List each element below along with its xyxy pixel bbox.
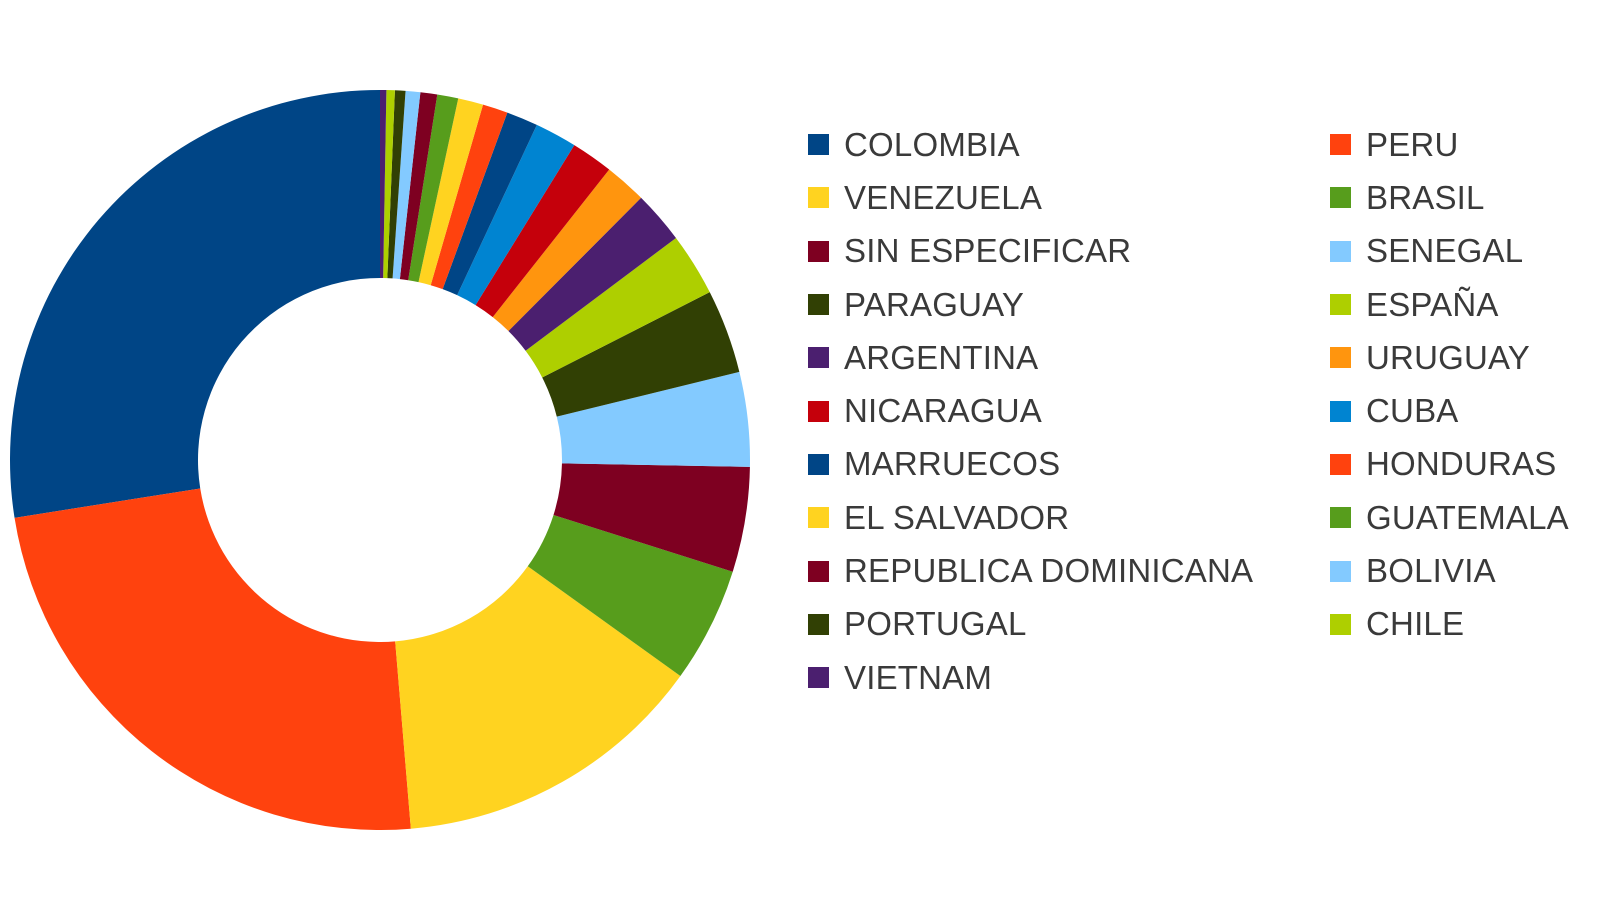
legend-item-cuba: CUBA: [1330, 384, 1596, 437]
legend-swatch: [1330, 187, 1351, 209]
legend-swatch: [808, 560, 829, 582]
legend-swatch: [808, 240, 829, 262]
donut-slices: [9, 90, 750, 830]
slice-vietnam: [380, 90, 387, 279]
legend-swatch: [808, 667, 829, 689]
chart-legend: COLOMBIA PERU VENEZUELA BRASIL SIN ESPECIFIC…: [808, 118, 1598, 704]
legend-swatch: [808, 613, 829, 635]
legend-label: VIETNAM: [844, 658, 993, 696]
slice-marruecos: [442, 112, 537, 296]
slice-bolivia: [392, 90, 421, 280]
legend-swatch: [808, 134, 829, 156]
legend-item-vietnam: VIETNAM: [808, 651, 1330, 704]
legend-swatch: [1330, 400, 1351, 422]
slice-guatemala: [408, 94, 459, 283]
legend-swatch: [808, 453, 829, 475]
legend-swatch: [808, 507, 829, 529]
legend-item-sin-especificar: SIN ESPECIFICAR: [808, 225, 1330, 278]
legend-label: CHILE: [1366, 605, 1465, 643]
legend-label: SENEGAL: [1366, 232, 1524, 270]
legend-label: PERU: [1366, 125, 1459, 163]
legend-label: NICARAGUA: [844, 392, 1042, 430]
legend-item-chile: CHILE: [1330, 598, 1596, 651]
slice-paraguay: [542, 292, 740, 417]
legend-swatch: [1330, 560, 1351, 582]
legend-label: PORTUGAL: [844, 605, 1027, 643]
slice-republica-dominicana: [399, 92, 438, 281]
slice-peru: [14, 488, 411, 830]
legend-label: PARAGUAY: [844, 285, 1025, 323]
legend-swatch: [808, 347, 829, 369]
legend-item-el-salvador: EL SALVADOR: [808, 491, 1330, 544]
slice-argentina: [508, 197, 676, 351]
legend-item-senegal: SENEGAL: [1330, 225, 1596, 278]
legend-item-venezuela: VENEZUELA: [808, 171, 1330, 224]
legend-label: ARGENTINA: [844, 338, 1039, 376]
legend-swatch: [1330, 507, 1351, 529]
slice-brasil: [527, 514, 733, 677]
legend-swatch: [1330, 347, 1351, 369]
slice-el-salvador: [418, 98, 484, 286]
slice-honduras: [430, 104, 508, 290]
slice-cuba: [457, 124, 575, 306]
legend-label: REPUBLICA DOMINICANA: [844, 552, 1254, 590]
legend-label: BOLIVIA: [1366, 552, 1496, 590]
slice-venezuela: [395, 566, 681, 829]
legend-item-nicaragua: NICARAGUA: [808, 384, 1330, 437]
legend-swatch: [1330, 294, 1351, 316]
legend-swatch: [1330, 453, 1351, 475]
slice-sin-especificar: [553, 463, 750, 572]
legend-swatch: [1330, 613, 1351, 635]
legend-item-portugal: PORTUGAL: [808, 598, 1330, 651]
legend-swatch: [1330, 240, 1351, 262]
legend-item-bolivia: BOLIVIA: [1330, 544, 1596, 597]
legend-swatch: [808, 400, 829, 422]
legend-item-colombia: COLOMBIA: [808, 118, 1330, 171]
slice-chile: [383, 90, 395, 279]
legend-label: VENEZUELA: [844, 178, 1043, 216]
legend-swatch: [808, 294, 829, 316]
slice-nicaragua: [475, 145, 610, 318]
legend-label: MARRUECOS: [844, 445, 1061, 483]
legend-label: BRASIL: [1366, 178, 1485, 216]
slice-senegal: [556, 371, 750, 467]
legend-item-guatemala: GUATEMALA: [1330, 491, 1596, 544]
legend-label: ESPAÑA: [1366, 285, 1499, 323]
legend-item-honduras: HONDURAS: [1330, 438, 1596, 491]
legend-label: HONDURAS: [1366, 445, 1557, 483]
slice-colombia: [9, 90, 381, 518]
legend-item-españa: ESPAÑA: [1330, 278, 1596, 331]
legend-label: URUGUAY: [1366, 338, 1530, 376]
slice-españa: [525, 237, 710, 378]
legend-item-marruecos: MARRUECOS: [808, 438, 1330, 491]
legend-label: SIN ESPECIFICAR: [844, 232, 1132, 270]
legend-label: COLOMBIA: [844, 125, 1020, 163]
legend-swatch: [808, 187, 829, 209]
slice-portugal: [387, 90, 406, 279]
legend-item-uruguay: URUGUAY: [1330, 331, 1596, 384]
legend-item-paraguay: PARAGUAY: [808, 278, 1330, 331]
legend-item-peru: PERU: [1330, 118, 1596, 171]
legend-swatch: [1330, 134, 1351, 156]
legend-item-republica-dominicana: REPUBLICA DOMINICANA: [808, 544, 1330, 597]
legend-label: CUBA: [1366, 392, 1459, 430]
slice-uruguay: [492, 169, 642, 332]
legend-label: GUATEMALA: [1366, 498, 1569, 536]
donut-chart: [9, 90, 750, 830]
legend-item-argentina: ARGENTINA: [808, 331, 1330, 384]
legend-item-brasil: BRASIL: [1330, 171, 1596, 224]
legend-label: EL SALVADOR: [844, 498, 1070, 536]
